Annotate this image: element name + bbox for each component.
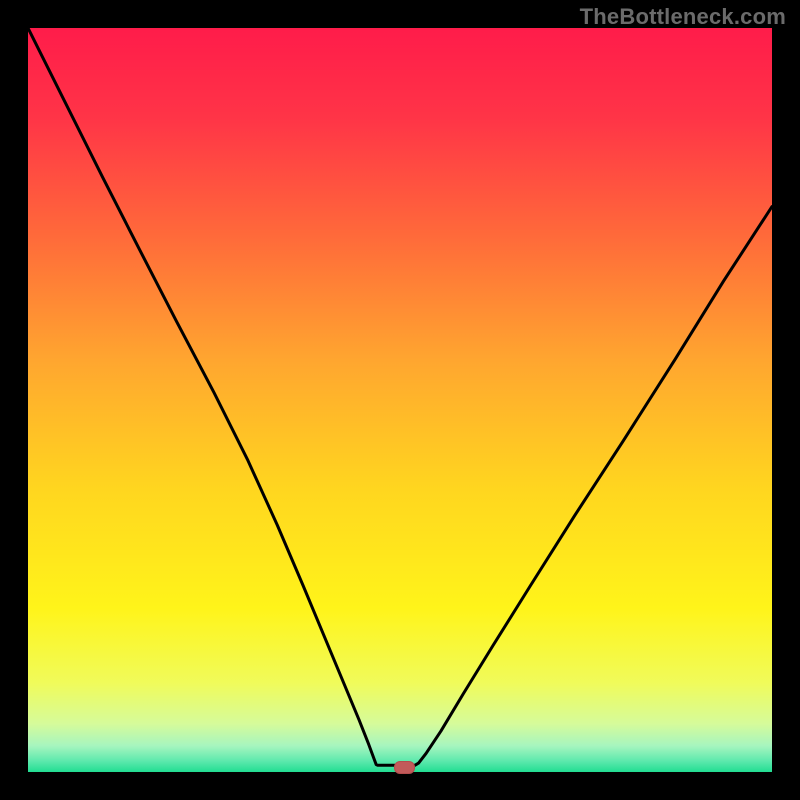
chart-frame: TheBottleneck.com [0,0,800,800]
watermark-text: TheBottleneck.com [580,4,786,30]
optimal-point-marker [394,761,415,774]
plot-area [28,28,772,772]
bottleneck-curve [28,28,772,772]
